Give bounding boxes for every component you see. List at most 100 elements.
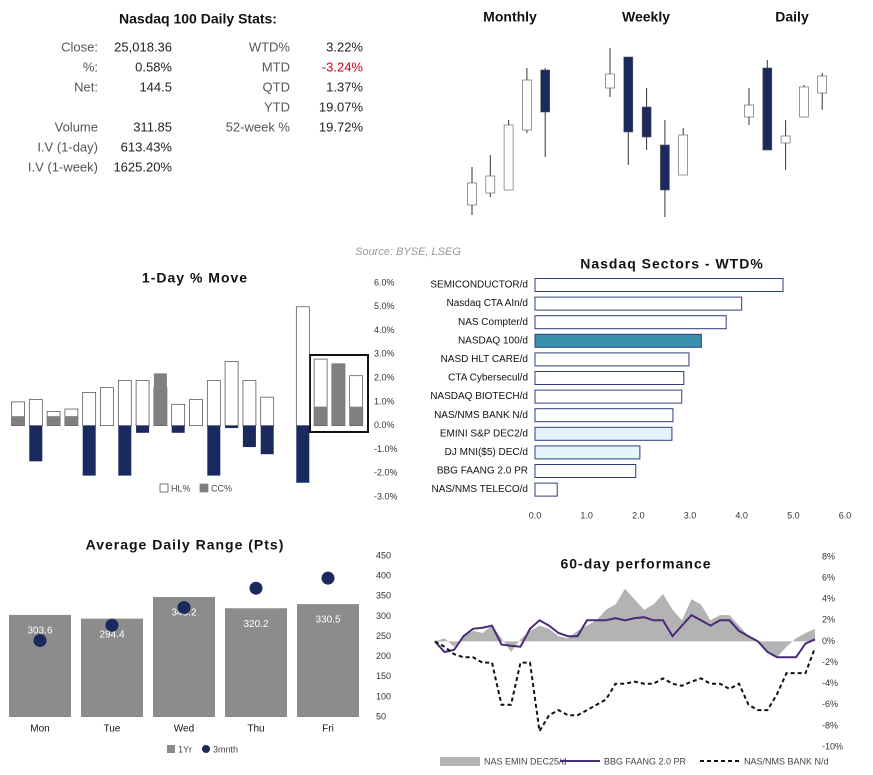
legend-label: NAS EMIN DEC25/d (484, 756, 567, 766)
bar (207, 425, 221, 476)
bar (260, 396, 275, 427)
legend-swatch (167, 745, 175, 753)
bar (11, 416, 25, 426)
y-tick-label: 8% (822, 551, 835, 561)
y-tick-label: 300 (376, 611, 391, 621)
candle-body (522, 79, 532, 131)
bar (225, 425, 239, 429)
x-tick-label: Fri (322, 724, 334, 735)
candle-body (485, 175, 496, 194)
bar (118, 425, 132, 476)
value-label: 294.4 (99, 629, 124, 640)
bar (153, 373, 167, 426)
bar (117, 380, 132, 427)
y-tick-label: 4.0% (374, 325, 395, 335)
x-tick-label: Tue (104, 724, 121, 735)
candle-body (503, 124, 514, 191)
candle-body (678, 134, 689, 176)
bar (9, 614, 71, 717)
line (434, 613, 816, 659)
x-tick-label: 3.0 (684, 510, 697, 520)
chart-title: 60-day performance (560, 556, 711, 572)
stat-value: 3.22% (326, 39, 363, 54)
bar (534, 389, 683, 404)
stat-value: -3.24% (322, 59, 364, 74)
bar (29, 425, 43, 462)
y-tick-label: 2% (822, 615, 835, 625)
legend-label: NAS/NMS BANK N/d (744, 756, 829, 766)
bar (295, 306, 310, 427)
source-note: Source: BYSE, LSEG (355, 246, 461, 258)
legend-label: 3mnth (213, 744, 238, 754)
bar (534, 464, 637, 478)
area (435, 588, 815, 658)
bar (224, 361, 239, 427)
y-tick-label: 250 (376, 631, 391, 641)
candle-body (762, 67, 773, 151)
bar (534, 333, 702, 348)
y-tick-label: NASDAQ 100/d (458, 335, 528, 346)
value-label: 320.2 (243, 619, 268, 630)
y-tick-label: 1.0% (374, 396, 395, 406)
stat-label: YTD (264, 99, 290, 114)
stat-value: 613.43% (121, 139, 173, 154)
stat-value: 19.07% (319, 99, 364, 114)
y-tick-label: 0% (822, 636, 835, 646)
value-label: 303.6 (27, 626, 52, 637)
candle-body (660, 144, 670, 191)
y-tick-label: 50 (376, 711, 386, 721)
stat-value: 1.37% (326, 79, 363, 94)
stats-title: Nasdaq 100 Daily Stats: (119, 11, 277, 27)
bar (534, 445, 641, 460)
x-tick-label: Thu (247, 724, 264, 735)
bar (314, 406, 328, 426)
stat-value: 25,018.36 (114, 39, 172, 54)
stat-value: 1625.20% (113, 159, 172, 174)
y-tick-label: NASDAQ BIOTECH/d (430, 391, 528, 402)
chart-title: 1-Day % Move (142, 270, 248, 286)
stat-label: QTD (263, 79, 290, 94)
stat-label: Close: (61, 39, 98, 54)
stat-label: %: (83, 59, 98, 74)
y-tick-label: -1.0% (374, 444, 398, 454)
y-tick-label: NAS/NMS TELECO/d (431, 484, 528, 495)
bar (534, 315, 727, 330)
bar (534, 371, 685, 385)
bar (297, 604, 359, 717)
bar (135, 380, 150, 427)
y-tick-label: 100 (376, 691, 391, 701)
y-tick-label: CTA Cybersecul/d (448, 373, 528, 384)
stat-label: WTD% (249, 39, 291, 54)
chart-title: Average Daily Range (Pts) (86, 537, 285, 553)
y-tick-label: -4% (822, 678, 838, 688)
dot (105, 618, 119, 632)
bar (171, 425, 185, 433)
bar (81, 618, 143, 717)
y-tick-label: SEMICONDUCTOR/d (430, 280, 528, 291)
candle-body (467, 182, 477, 206)
y-tick-label: -10% (822, 741, 843, 751)
x-tick-label: Mon (30, 724, 49, 735)
y-tick-label: 2.0% (374, 372, 395, 382)
x-tick-label: 2.0 (632, 510, 645, 520)
legend-label: BBG FAANG 2.0 PR (604, 756, 687, 766)
stat-label: 52-week % (226, 119, 291, 134)
bar (534, 278, 784, 292)
stat-value: 0.58% (135, 59, 172, 74)
bar (534, 482, 558, 497)
bar (153, 596, 215, 717)
chart-title: Nasdaq Sectors - WTD% (580, 256, 764, 272)
bar (189, 399, 203, 427)
x-tick-label: 5.0 (787, 510, 800, 520)
bar (534, 296, 743, 311)
y-tick-label: 200 (376, 651, 391, 661)
y-tick-label: DJ MNI($5) DEC/d (445, 447, 528, 458)
y-tick-label: 450 (376, 550, 391, 560)
x-tick-label: 6.0 (839, 510, 852, 520)
y-tick-label: NAS/NMS BANK N/d (434, 410, 528, 421)
bar (171, 403, 186, 427)
bar (534, 426, 673, 441)
y-tick-label: 6.0% (374, 277, 395, 287)
bar (296, 425, 310, 483)
bar (64, 416, 78, 426)
